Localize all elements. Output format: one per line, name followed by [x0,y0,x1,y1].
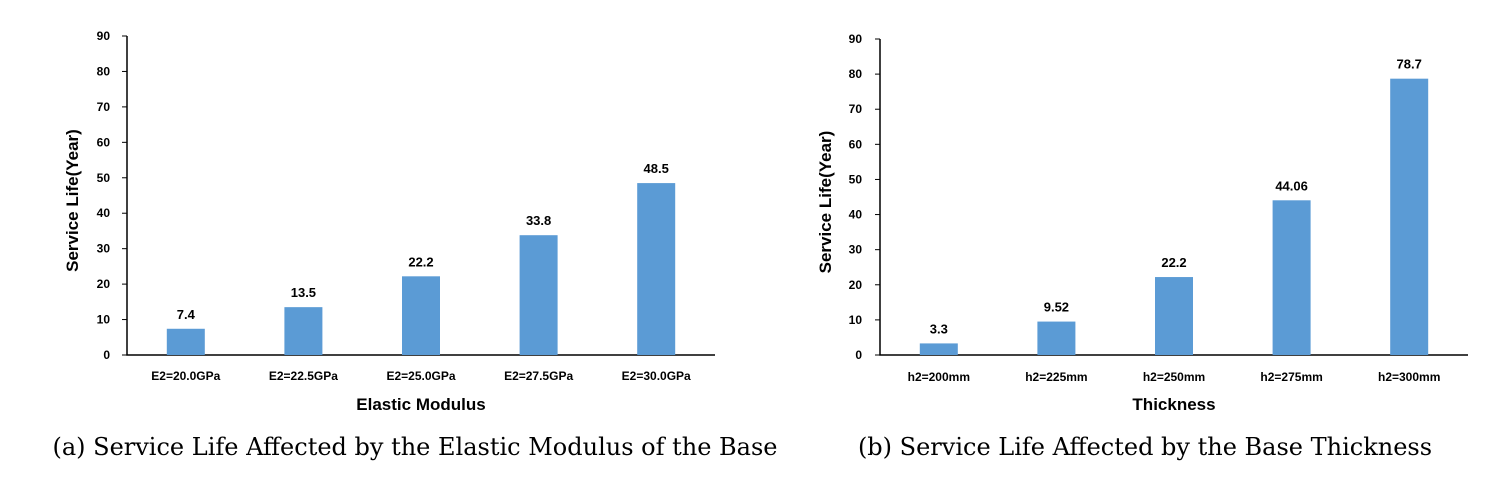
y-tick-label: 80 [97,64,111,78]
y-tick-label: 50 [849,172,863,186]
data-label: 44.06 [1275,178,1308,193]
data-label: 9.52 [1044,300,1069,315]
y-axis-title: Service Life(Year) [816,131,835,274]
x-axis-title: Elastic Modulus [356,395,485,414]
bar [1037,321,1076,355]
y-tick-label: 20 [849,278,863,292]
y-tick-label: 30 [849,243,863,257]
bar [519,235,558,355]
x-tick-label: E2=25.0GPa [386,369,455,383]
y-tick-label: 40 [849,208,863,222]
y-tick-label: 70 [97,100,111,114]
x-axis-title: Thickness [1132,395,1215,414]
y-tick-label: 20 [97,277,111,291]
bar [1390,78,1429,356]
data-label: 13.5 [291,285,316,300]
data-label: 3.3 [930,321,948,336]
x-tick-label: E2=20.0GPa [151,369,220,383]
chart-thickness: 0 10 20 30 40 50 60 70 80 90 3.3 h2=200mm 9.52 h2=225… [816,32,1468,461]
data-label: 22.2 [408,254,433,269]
y-tick-label: 90 [849,32,863,46]
y-tick-label: 60 [849,137,863,151]
x-tick-label: E2=22.5GPa [269,369,338,383]
y-axis-title: Service Life(Year) [63,129,82,272]
x-tick-label: h2=250mm [1143,370,1205,384]
data-label: 78.7 [1397,57,1422,72]
y-tick-label: 40 [97,206,111,220]
y-tick-label: 60 [97,135,111,149]
y-tick-label: 50 [97,171,111,185]
y-tick-label: 70 [849,102,863,116]
y-tick-label: 30 [97,242,111,256]
x-tick-label: h2=275mm [1260,370,1322,384]
bar [637,183,676,355]
y-tick-label: 0 [103,348,110,362]
y-tick-label: 90 [97,29,111,43]
bar [919,343,958,355]
x-tick-label: E2=27.5GPa [504,369,573,383]
x-tick-label: E2=30.0GPa [622,369,691,383]
bar [402,276,440,355]
chart-elastic-modulus: 0 10 20 30 40 50 60 70 80 90 7.4 E2=20.0GPa 13.5 E2=2… [52,29,777,461]
y-tick-label: 10 [97,313,111,327]
bar [284,307,323,355]
bar [166,328,205,355]
figure-caption: (a) Service Life Affected by the Elastic… [52,433,777,461]
x-tick-label: h2=200mm [908,370,970,384]
figure-caption: (b) Service Life Affected by the Base Th… [858,433,1432,461]
data-label: 22.2 [1161,255,1186,270]
x-tick-label: h2=225mm [1025,370,1087,384]
data-label: 48.5 [644,161,669,176]
bar [1155,277,1193,355]
y-tick-label: 10 [849,313,863,327]
data-label: 7.4 [177,307,196,322]
y-tick-label: 0 [855,348,862,362]
bar [1272,200,1311,355]
y-tick-label: 80 [849,67,863,81]
data-label: 33.8 [526,213,551,228]
x-tick-label: h2=300mm [1378,370,1440,384]
